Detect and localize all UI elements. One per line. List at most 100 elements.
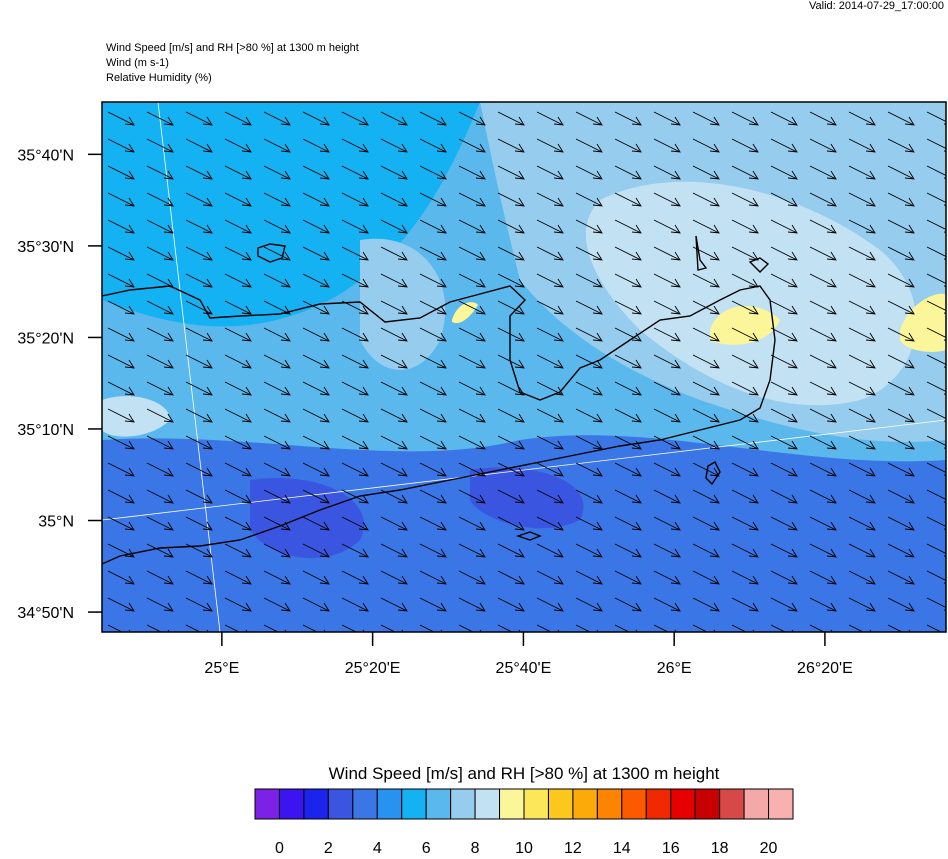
wind-arrow xyxy=(692,543,720,558)
wind-arrow xyxy=(614,138,642,153)
wind-arrow xyxy=(692,597,720,612)
wind-arrow xyxy=(458,570,486,585)
wind-arrow xyxy=(653,462,681,477)
wind-arrow xyxy=(887,408,915,423)
wind-arrow xyxy=(419,489,447,504)
wind-arrow xyxy=(458,165,486,180)
wind-arrow xyxy=(497,489,525,504)
wind-arrow xyxy=(809,543,837,558)
wind-arrow xyxy=(887,138,915,153)
wind-arrow xyxy=(614,381,642,396)
wind-arrow xyxy=(926,246,946,260)
wind-arrow xyxy=(614,570,642,585)
wind-arrow xyxy=(107,408,135,423)
wind-arrow xyxy=(887,327,915,342)
wind-arrow xyxy=(731,138,759,153)
wind-arrow xyxy=(653,543,681,558)
wind-arrow xyxy=(107,597,135,612)
colorbar-tick-label: 20 xyxy=(760,840,778,854)
wind-arrow xyxy=(731,219,759,234)
wind-arrow xyxy=(731,597,759,612)
wind-arrow xyxy=(575,408,603,423)
wind-arrow xyxy=(302,543,330,558)
wind-arrow xyxy=(458,273,486,288)
wind-arrow xyxy=(536,543,564,558)
wind-arrow xyxy=(536,597,564,612)
wind-arrow xyxy=(536,300,564,315)
lat-tick-label: 35°20'N xyxy=(17,330,74,347)
wind-arrow xyxy=(770,489,798,504)
wind-arrow xyxy=(731,435,759,450)
wind-arrow xyxy=(848,408,876,423)
wind-arrow xyxy=(614,462,642,477)
wind-arrow xyxy=(380,516,408,531)
wind-arrow xyxy=(809,489,837,504)
wind-arrow xyxy=(419,435,447,450)
wind-arrow xyxy=(926,516,946,530)
wind-arrow xyxy=(887,435,915,450)
wind-arrow xyxy=(536,219,564,234)
wind-arrow xyxy=(614,192,642,207)
wind-arrow xyxy=(497,543,525,558)
wind-arrow xyxy=(926,111,946,125)
wind-arrow xyxy=(536,462,564,477)
wind-arrow xyxy=(224,516,252,531)
wind-arrow xyxy=(458,381,486,396)
wind-arrow xyxy=(575,219,603,234)
wind-arrow xyxy=(692,111,720,126)
wind-arrow xyxy=(536,165,564,180)
wind-arrow xyxy=(380,354,408,369)
wind-arrow xyxy=(146,246,174,261)
wind-arrow xyxy=(380,381,408,396)
wind-arrow xyxy=(887,219,915,234)
wind-arrow xyxy=(770,408,798,423)
valid-time: Valid: 2014-07-29_17:00:00 xyxy=(809,0,944,12)
lon-tick-label: 25°20'E xyxy=(345,660,401,677)
wind-arrow xyxy=(341,570,369,585)
wind-arrow xyxy=(419,516,447,531)
colorbar-box xyxy=(768,788,794,820)
wind-arrow xyxy=(809,192,837,207)
wind-arrow xyxy=(107,435,135,450)
wind-arrow xyxy=(887,165,915,180)
wind-arrow xyxy=(380,435,408,450)
wind-arrow xyxy=(887,246,915,261)
wind-arrow xyxy=(848,435,876,450)
wind-arrow xyxy=(380,138,408,153)
wind-arrow xyxy=(380,570,408,585)
wind-arrow xyxy=(419,327,447,342)
wind-arrow xyxy=(848,111,876,126)
wind-arrow xyxy=(185,462,213,477)
wind-arrow xyxy=(341,327,369,342)
colorbar-box xyxy=(596,788,623,820)
wind-arrow xyxy=(731,165,759,180)
wind-arrow xyxy=(536,111,564,126)
lat-tick-label: 34°50'N xyxy=(17,605,74,622)
wind-arrow xyxy=(380,597,408,612)
wind-arrow xyxy=(692,516,720,531)
wind-arrow xyxy=(731,516,759,531)
wind-arrow xyxy=(692,219,720,234)
wind-arrow xyxy=(107,246,135,261)
wind-arrow xyxy=(263,543,291,558)
wind-arrow xyxy=(887,192,915,207)
wind-arrow xyxy=(419,462,447,477)
colorbar-box xyxy=(743,788,770,820)
wind-arrow xyxy=(614,543,642,558)
wind-arrow xyxy=(575,597,603,612)
wind-arrow xyxy=(497,111,525,126)
wind-arrow xyxy=(224,462,252,477)
wind-arrow xyxy=(302,597,330,612)
wind-arrow xyxy=(341,543,369,558)
wind-arrow xyxy=(497,462,525,477)
wind-arrow xyxy=(575,273,603,288)
wind-arrow xyxy=(848,597,876,612)
colorbar-box xyxy=(523,788,549,820)
wind-arrow xyxy=(419,273,447,288)
wind-arrow xyxy=(341,111,369,126)
wind-arrow xyxy=(692,192,720,207)
wind-arrow xyxy=(146,489,174,504)
wind-arrow xyxy=(380,192,408,207)
wind-arrow xyxy=(458,111,486,126)
wind-arrow xyxy=(848,219,876,234)
